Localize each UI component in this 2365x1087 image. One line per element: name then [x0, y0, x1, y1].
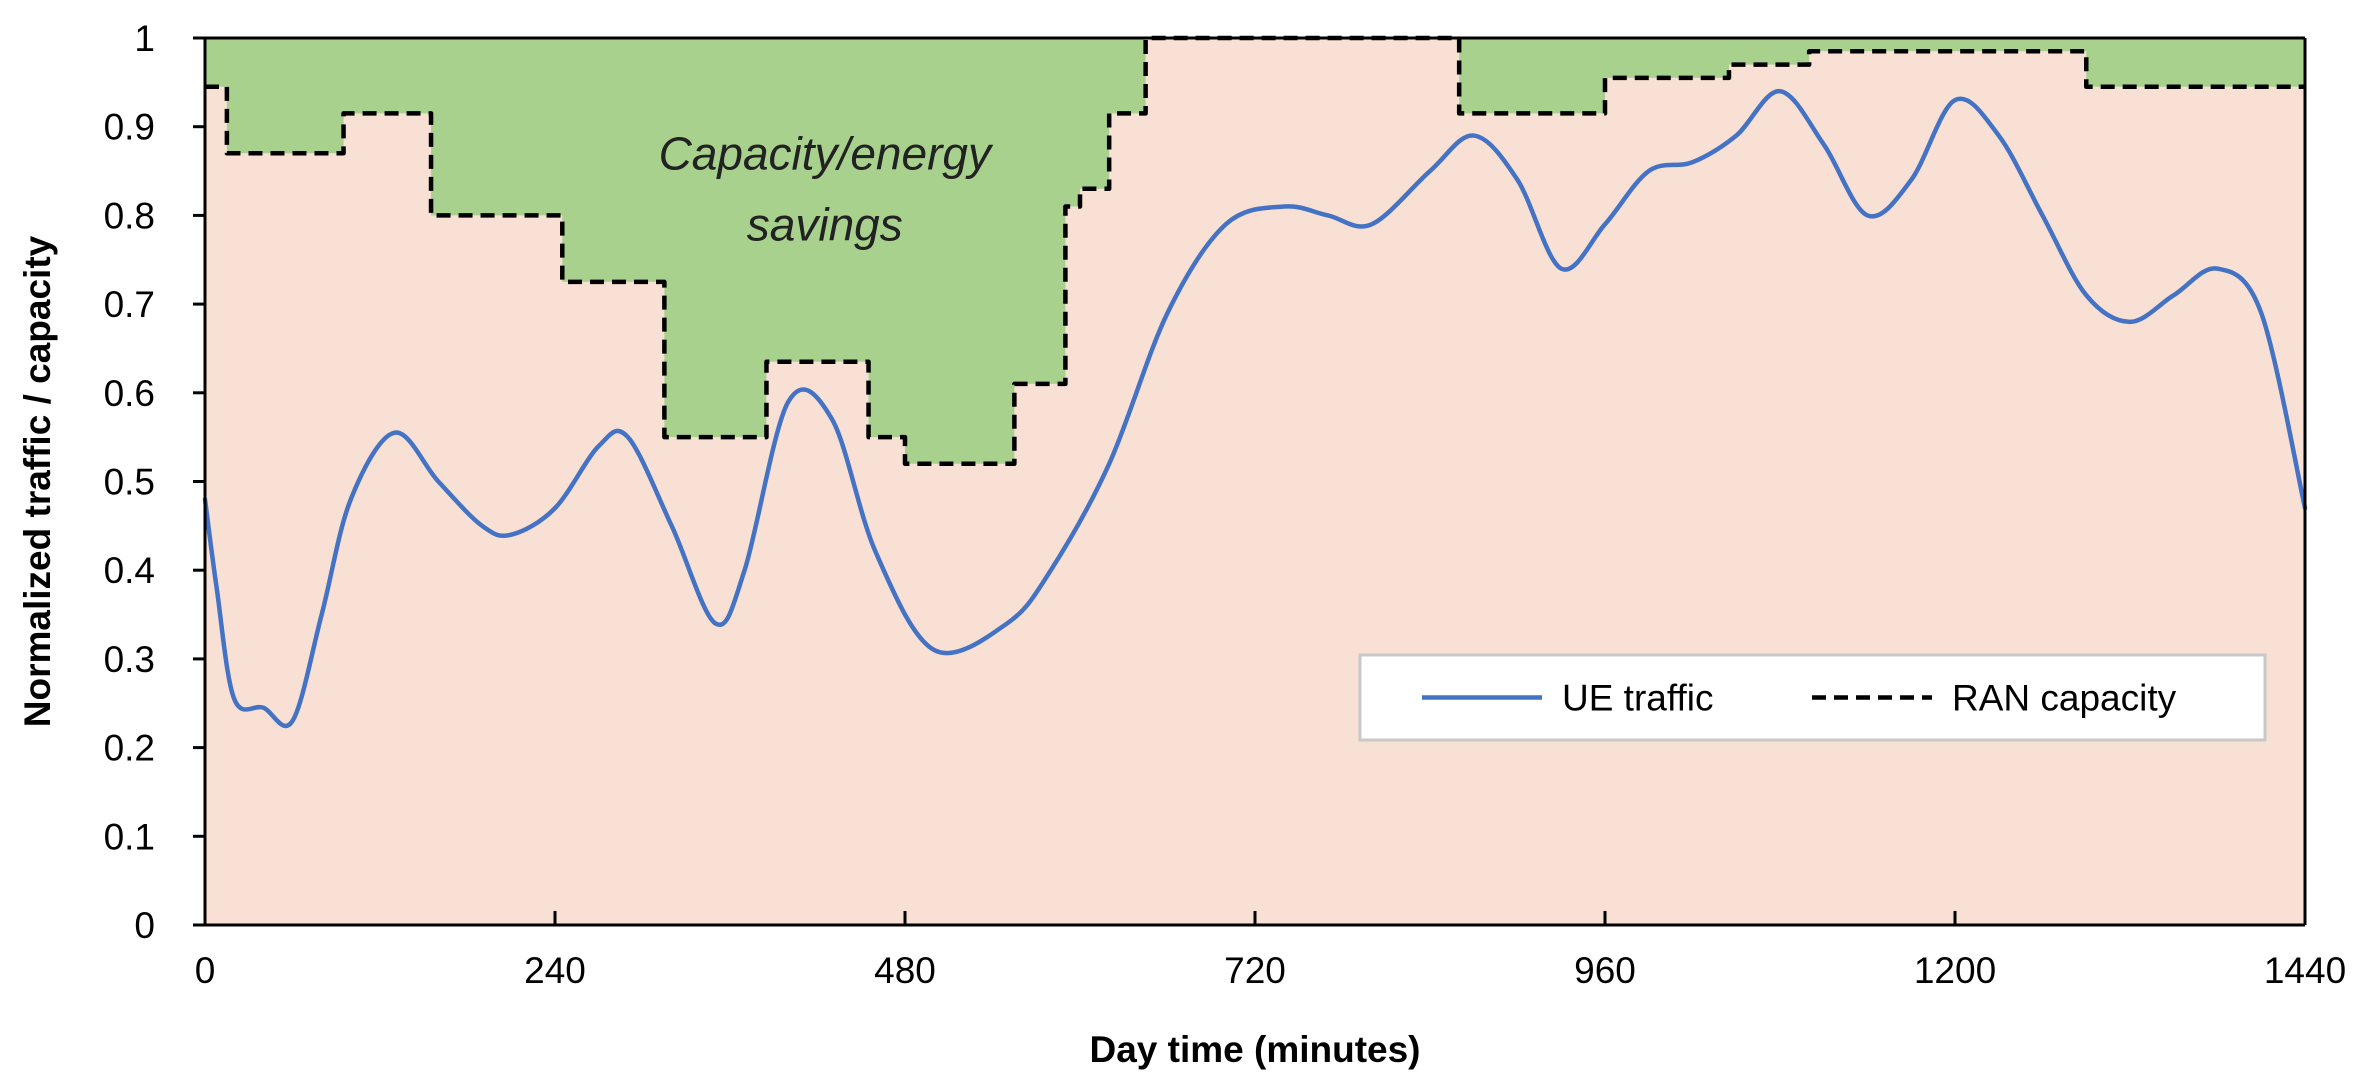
y-tick-label: 0.9 [104, 107, 155, 148]
y-tick-label: 1 [134, 18, 155, 59]
annotation-line-1: Capacity/energy [659, 127, 994, 179]
x-tick-label: 1200 [1914, 950, 1996, 991]
x-tick-label: 480 [874, 950, 936, 991]
legend: UE traffic RAN capacity [1358, 653, 2267, 742]
y-tick-label: 0.2 [104, 728, 155, 769]
y-axis-title: Normalized traffic / capacity [17, 235, 58, 727]
ran-capacity-line [205, 35, 2305, 467]
y-tick-label: 0.4 [104, 550, 155, 591]
y-tick-label: 0.6 [104, 373, 155, 414]
plot-area [202, 35, 2308, 925]
y-tick-label: 0.5 [104, 462, 155, 503]
x-tick-label: 720 [1224, 950, 1286, 991]
savings-fill-area [205, 38, 2305, 464]
x-tick-label: 1440 [2264, 950, 2346, 991]
y-tick-label: 0.7 [104, 284, 155, 325]
x-axis-title: Day time (minutes) [1089, 1029, 1420, 1070]
y-tick-label: 0.8 [104, 195, 155, 236]
annotation-line-2: savings [747, 198, 903, 250]
x-tick-label: 240 [524, 950, 586, 991]
x-tick-label: 960 [1574, 950, 1636, 991]
y-tick-label: 0.3 [104, 639, 155, 680]
legend-label-ran-capacity: RAN capacity [1952, 678, 2177, 719]
legend-label-ue-traffic: UE traffic [1562, 678, 1713, 719]
x-tick-label: 0 [195, 950, 216, 991]
y-tick-label: 0 [134, 905, 155, 946]
axes: 0 240 480 720 960 1200 1440 0 0.1 0.2 0.3 0.4 0.5 0.… [104, 18, 2347, 991]
y-tick-label: 0.1 [104, 816, 155, 857]
ue-traffic-line [202, 88, 2308, 729]
